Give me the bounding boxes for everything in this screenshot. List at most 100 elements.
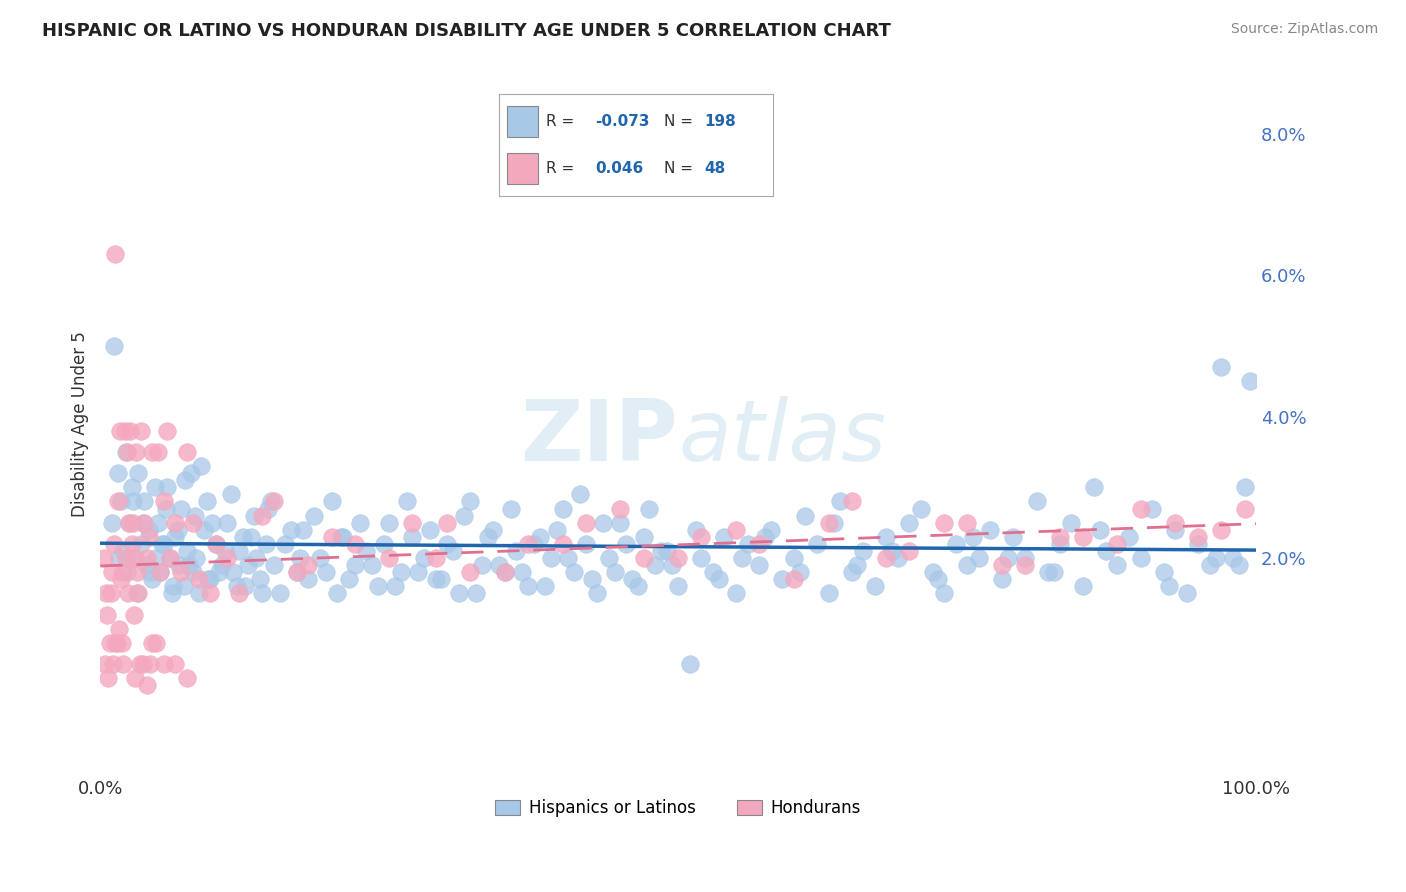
- Point: [598, 551, 620, 566]
- Point: [910, 501, 932, 516]
- Point: [1233, 480, 1256, 494]
- Point: [406, 565, 429, 579]
- Point: [1222, 551, 1244, 566]
- Point: [880, 544, 903, 558]
- Point: [297, 558, 319, 572]
- Point: [425, 551, 447, 566]
- Point: [633, 530, 655, 544]
- Point: [141, 572, 163, 586]
- Point: [373, 537, 395, 551]
- Point: [139, 657, 162, 671]
- Point: [384, 579, 406, 593]
- Point: [260, 494, 283, 508]
- Point: [1025, 494, 1047, 508]
- Point: [124, 551, 146, 566]
- Point: [557, 551, 579, 566]
- Point: [233, 579, 256, 593]
- Point: [661, 558, 683, 572]
- Point: [112, 565, 135, 579]
- Point: [494, 565, 516, 579]
- Point: [401, 516, 423, 530]
- Point: [823, 516, 845, 530]
- Point: [179, 558, 201, 572]
- Point: [269, 586, 291, 600]
- Point: [517, 537, 540, 551]
- Point: [176, 445, 198, 459]
- Point: [108, 622, 131, 636]
- Point: [186, 551, 208, 566]
- Point: [120, 424, 142, 438]
- Point: [187, 572, 209, 586]
- Point: [551, 537, 574, 551]
- Point: [1239, 374, 1261, 388]
- Point: [540, 551, 562, 566]
- Point: [806, 537, 828, 551]
- Point: [887, 551, 910, 566]
- Point: [127, 565, 149, 579]
- Point: [150, 537, 173, 551]
- Point: [389, 565, 412, 579]
- Point: [1211, 523, 1233, 537]
- Point: [208, 565, 231, 579]
- Point: [690, 530, 713, 544]
- Point: [231, 530, 253, 544]
- Point: [395, 494, 418, 508]
- Point: [1175, 586, 1198, 600]
- Point: [100, 586, 122, 600]
- Point: [94, 586, 117, 600]
- Point: [1159, 579, 1181, 593]
- Point: [108, 551, 131, 566]
- Point: [280, 523, 302, 537]
- Point: [219, 487, 242, 501]
- Point: [477, 530, 499, 544]
- Point: [143, 480, 166, 494]
- Point: [419, 523, 441, 537]
- Point: [211, 558, 233, 572]
- Point: [110, 572, 132, 586]
- Point: [770, 572, 793, 586]
- Point: [354, 544, 377, 558]
- Point: [569, 487, 592, 501]
- Point: [817, 516, 839, 530]
- Point: [1187, 537, 1209, 551]
- Text: R =: R =: [546, 114, 574, 128]
- Point: [166, 523, 188, 537]
- Point: [201, 516, 224, 530]
- Point: [575, 537, 598, 551]
- Point: [198, 572, 221, 586]
- Point: [97, 671, 120, 685]
- Point: [1199, 558, 1222, 572]
- Point: [349, 516, 371, 530]
- Point: [112, 657, 135, 671]
- Point: [128, 657, 150, 671]
- Point: [291, 523, 314, 537]
- Point: [135, 558, 157, 572]
- Point: [173, 473, 195, 487]
- Point: [239, 530, 262, 544]
- Point: [122, 607, 145, 622]
- FancyBboxPatch shape: [508, 106, 537, 136]
- Point: [302, 508, 325, 523]
- Point: [103, 537, 125, 551]
- Point: [309, 551, 332, 566]
- Point: [159, 551, 181, 566]
- Point: [430, 572, 453, 586]
- Point: [274, 537, 297, 551]
- Point: [436, 537, 458, 551]
- Point: [96, 607, 118, 622]
- Text: ZIP: ZIP: [520, 396, 678, 479]
- Point: [321, 494, 343, 508]
- Point: [190, 459, 212, 474]
- Point: [181, 516, 204, 530]
- Point: [135, 551, 157, 566]
- Point: [111, 636, 134, 650]
- Point: [644, 558, 666, 572]
- Point: [104, 247, 127, 261]
- Point: [401, 530, 423, 544]
- Point: [101, 657, 124, 671]
- Point: [315, 565, 337, 579]
- Point: [592, 516, 614, 530]
- Point: [378, 516, 401, 530]
- Point: [332, 530, 354, 544]
- Point: [488, 558, 510, 572]
